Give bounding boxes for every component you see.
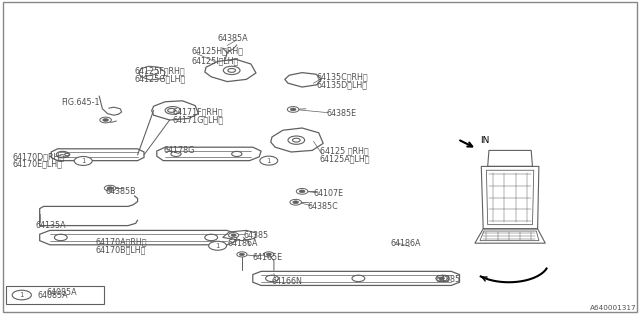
Text: 64125A〈LH〉: 64125A〈LH〉	[320, 154, 371, 163]
Circle shape	[100, 117, 111, 123]
Circle shape	[231, 234, 236, 236]
Circle shape	[104, 185, 116, 191]
FancyBboxPatch shape	[6, 286, 104, 304]
Text: 64085A: 64085A	[47, 288, 77, 297]
Circle shape	[239, 253, 244, 256]
Text: 64170A〈RH〉: 64170A〈RH〉	[96, 237, 147, 246]
Circle shape	[264, 252, 274, 257]
Text: 1: 1	[81, 158, 86, 164]
Text: 64186A: 64186A	[390, 239, 421, 248]
Text: 64385E: 64385E	[326, 109, 356, 118]
Text: 1: 1	[266, 158, 271, 164]
Text: A640001317: A640001317	[590, 305, 637, 311]
Circle shape	[296, 188, 308, 194]
Text: 64166N: 64166N	[272, 277, 303, 286]
Text: 64135D〈LH〉: 64135D〈LH〉	[317, 80, 368, 89]
Text: 64171G〈LH〉: 64171G〈LH〉	[173, 116, 224, 124]
Circle shape	[228, 233, 239, 238]
Text: 64135A: 64135A	[35, 221, 66, 230]
Text: 64125 〈RH〉: 64125 〈RH〉	[320, 146, 369, 155]
Circle shape	[260, 156, 278, 165]
Text: FIG.645-1: FIG.645-1	[61, 98, 99, 107]
Circle shape	[74, 156, 92, 165]
Text: 64385B: 64385B	[106, 188, 136, 196]
Text: 1: 1	[215, 243, 220, 249]
Text: 64385: 64385	[243, 231, 268, 240]
Text: 64385: 64385	[435, 276, 460, 284]
Circle shape	[266, 253, 271, 256]
Text: 64085A: 64085A	[37, 291, 68, 300]
Circle shape	[287, 107, 299, 112]
Circle shape	[107, 187, 113, 189]
Circle shape	[436, 276, 447, 281]
Text: 64385C: 64385C	[307, 202, 338, 211]
Text: 64125I〈LH〉: 64125I〈LH〉	[192, 56, 239, 65]
Circle shape	[12, 290, 31, 300]
Text: IN: IN	[480, 136, 490, 145]
Text: 64165E: 64165E	[253, 253, 283, 262]
Circle shape	[439, 277, 444, 280]
Text: 64170E〈LH〉: 64170E〈LH〉	[13, 160, 63, 169]
Circle shape	[291, 108, 296, 111]
Text: 64107E: 64107E	[314, 189, 344, 198]
Text: 64171F〈RH〉: 64171F〈RH〉	[173, 108, 223, 116]
Text: 64178G: 64178G	[163, 146, 195, 155]
Circle shape	[209, 241, 227, 250]
Circle shape	[290, 199, 301, 205]
Text: 64125G〈LH〉: 64125G〈LH〉	[134, 74, 186, 83]
Circle shape	[300, 190, 305, 193]
Text: 64135C〈RH〉: 64135C〈RH〉	[317, 72, 369, 81]
Text: 64125F〈RH〉: 64125F〈RH〉	[134, 66, 185, 75]
Circle shape	[103, 119, 109, 122]
Text: 64125H〈RH〉: 64125H〈RH〉	[192, 47, 244, 56]
Text: 64170D〈RH〉: 64170D〈RH〉	[13, 152, 65, 161]
Text: 64186A: 64186A	[227, 239, 258, 248]
Circle shape	[293, 201, 298, 204]
Circle shape	[237, 252, 247, 257]
Text: 64170B〈LH〉: 64170B〈LH〉	[96, 245, 147, 254]
Text: 1: 1	[19, 292, 24, 298]
Text: 64385A: 64385A	[218, 34, 248, 43]
